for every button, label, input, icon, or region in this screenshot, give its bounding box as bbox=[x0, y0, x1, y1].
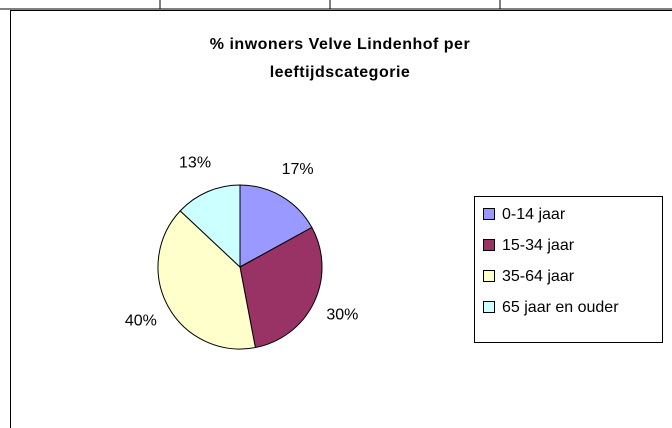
legend-label: 15-34 jaar bbox=[502, 237, 575, 254]
legend-label: 0-14 jaar bbox=[502, 206, 566, 223]
chart-title: % inwoners Velve Lindenhof per bbox=[210, 36, 470, 53]
pie-slice bbox=[179, 184, 241, 269]
legend-swatch bbox=[483, 239, 495, 251]
pie-slice bbox=[239, 184, 313, 268]
data-label: 17% bbox=[282, 161, 314, 178]
legend-label: 65 jaar en ouder bbox=[502, 299, 619, 316]
data-label: 30% bbox=[326, 306, 358, 323]
chart-title: leeftijdscategorie bbox=[270, 64, 411, 81]
legend-label: 35-64 jaar bbox=[502, 268, 575, 285]
pie-slice bbox=[157, 210, 256, 350]
data-label: 13% bbox=[179, 154, 211, 171]
data-label: 40% bbox=[125, 313, 157, 330]
legend-swatch bbox=[483, 301, 495, 313]
legend-swatch bbox=[483, 270, 495, 282]
pie-slice bbox=[239, 226, 323, 349]
legend bbox=[474, 196, 663, 343]
legend-swatch bbox=[483, 208, 495, 220]
